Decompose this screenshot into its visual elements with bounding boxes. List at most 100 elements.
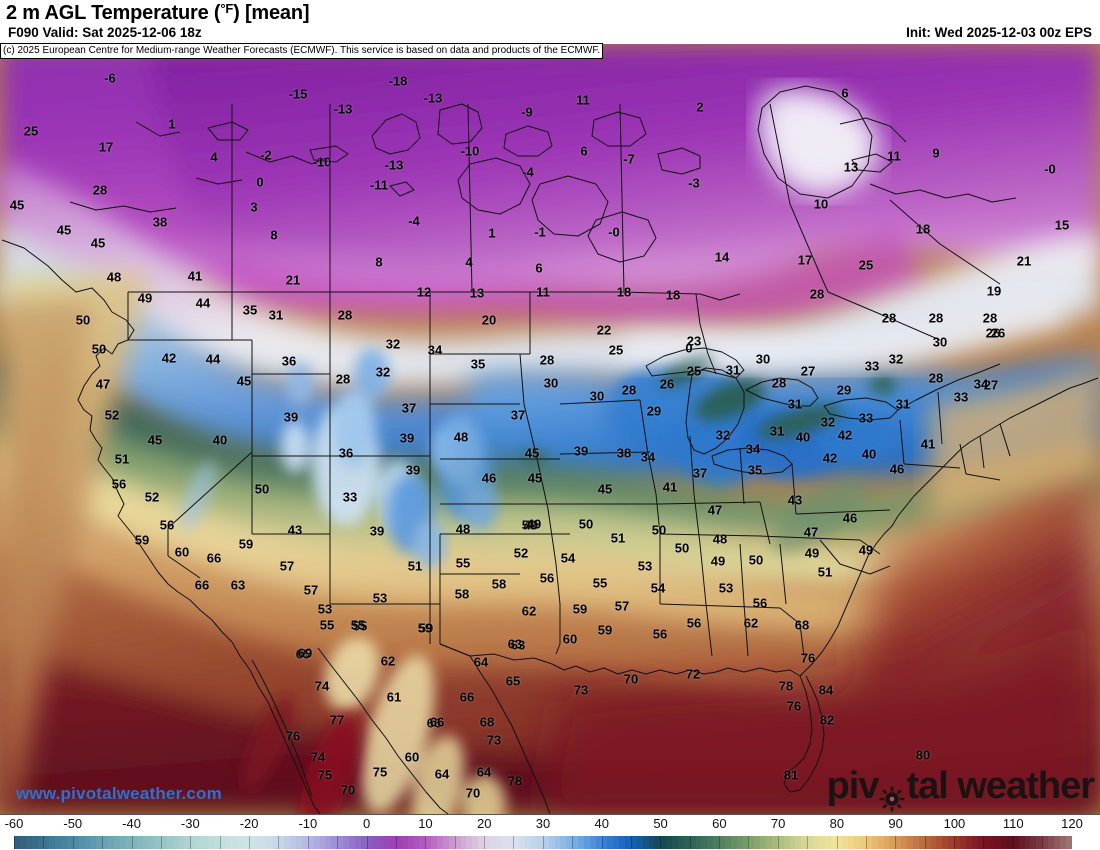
temperature-label: 18 — [616, 284, 632, 300]
colorbar-segment — [754, 836, 761, 849]
colorbar-segment — [783, 836, 790, 849]
colorbar-tick: 110 — [1002, 816, 1024, 831]
temperature-label: 53 — [718, 580, 734, 596]
colorbar-segment — [983, 836, 990, 849]
temperature-label: 11 — [536, 284, 550, 300]
colorbar-segment — [795, 836, 802, 849]
temperature-label: 32 — [385, 336, 401, 352]
colorbar-segment — [595, 836, 602, 849]
temperature-label: 60 — [404, 749, 420, 765]
temperature-label: 9 — [932, 145, 940, 161]
temperature-label: 59 — [572, 601, 588, 617]
colorbar-segment — [642, 836, 649, 849]
colorbar-tick: 0 — [363, 816, 371, 831]
temperature-label: 14 — [714, 249, 730, 265]
temperature-label: 66 — [206, 550, 222, 566]
temperature-label: 1 — [488, 225, 496, 241]
temperature-label: 41 — [187, 268, 203, 284]
temperature-label: 73 — [486, 732, 502, 748]
colorbar-segment — [431, 836, 437, 849]
colorbar-tick-labels: -60 -50 -40 -30 -20 -10 0 10 20 30 40 50 60 70 80 90 100… — [0, 815, 1100, 835]
temperature-label: 31 — [895, 396, 911, 412]
temperature-label: 44 — [195, 295, 211, 311]
temperature-label: 39 — [369, 523, 385, 539]
temperature-label: 50 — [91, 341, 107, 357]
temperature-label: 21 — [285, 272, 301, 288]
colorbar-segment — [766, 836, 772, 849]
temperature-label: 57 — [303, 582, 319, 598]
colorbar-segment — [489, 836, 496, 849]
temperature-label: 30 — [589, 388, 605, 404]
colorbar-segment — [219, 836, 226, 849]
colorbar-segment — [572, 836, 578, 849]
colorbar-segment — [137, 836, 144, 849]
temperature-label: 51 — [114, 451, 130, 467]
colorbar-segment — [818, 836, 825, 849]
colorbar-segment — [824, 836, 831, 849]
colorbar-segment — [301, 836, 308, 849]
temperature-label: 53 — [637, 558, 653, 574]
temperature-label: 37 — [692, 465, 708, 481]
colorbar-segment — [249, 836, 255, 849]
temperature-label: 54 — [560, 550, 576, 566]
colorbar-segment — [936, 836, 943, 849]
temperature-label: -11 — [369, 177, 389, 193]
temperature-label: 30 — [543, 375, 559, 391]
temperature-label: 41 — [662, 479, 678, 495]
colorbar-tick: -60 — [4, 816, 24, 831]
colorbar-segment — [343, 836, 349, 849]
temperature-raster-layer — [0, 44, 1100, 814]
colorbar-segment — [213, 836, 220, 849]
site-url-watermark[interactable]: www.pivotalweather.com — [16, 784, 222, 803]
colorbar-segment — [266, 836, 273, 849]
colorbar-segment — [689, 836, 696, 849]
temperature-label: 62 — [521, 603, 537, 619]
temperature-label: 49 — [858, 542, 874, 558]
gear-icon — [879, 779, 905, 811]
temperature-label: 11 — [576, 92, 590, 108]
temperature-label: 32 — [715, 427, 731, 443]
temperature-label: 45 — [524, 445, 540, 461]
temperature-label: 56 — [159, 517, 175, 533]
temperature-label: 28 — [539, 352, 555, 368]
temperature-label: 48 — [453, 429, 469, 445]
colorbar-segment — [589, 836, 596, 849]
page-title-main: 2 m AGL Temperature ( — [6, 2, 221, 24]
colorbar-tick: -20 — [239, 816, 259, 831]
colorbar-segment — [801, 836, 808, 849]
colorbar-tick: 20 — [476, 816, 492, 831]
colorbar-segment — [842, 836, 849, 849]
colorbar-segment — [272, 836, 279, 849]
temperature-label: -18 — [388, 73, 408, 89]
colorbar-segment — [278, 836, 285, 849]
colorbar-segment — [625, 836, 631, 849]
temperature-label: 25 — [858, 257, 874, 273]
temperature-labels-layer: -6 25 17 4 -2 0 3 8 28 45 45 45 48 49 50 50 47 52 45 51 56 52… — [0, 44, 1100, 814]
colorbar-segment — [619, 836, 625, 849]
temperature-label: 47 — [95, 376, 111, 392]
pivotal-weather-watermark: piv — [827, 765, 1095, 811]
temperature-label: 49 — [523, 517, 539, 533]
temperature-label: 28 — [621, 382, 637, 398]
colorbar-segment — [108, 836, 114, 849]
temperature-label: -4 — [408, 213, 420, 229]
init-time-label: Init: Wed 2025-12-03 00z EPS — [906, 25, 1092, 40]
temperature-label: 66 — [194, 577, 210, 593]
colorbar-segment — [254, 836, 261, 849]
colorbar-segment — [360, 836, 367, 849]
colorbar-segment — [437, 836, 443, 849]
colorbar-tick: 120 — [1061, 816, 1083, 831]
colorbar[interactable]: -60 -50 -40 -30 -20 -10 0 10 20 30 40 50 60 70 80 90 100… — [0, 815, 1100, 850]
temperature-label: 59 — [238, 536, 254, 552]
colorbar-tick: 10 — [418, 816, 433, 831]
temperature-label: 59 — [417, 620, 433, 636]
colorbar-segment — [777, 836, 784, 849]
map-canvas[interactable]: -6 25 17 4 -2 0 3 8 28 45 45 45 48 49 50 50 47 52 45 51 56 52… — [0, 44, 1100, 815]
temperature-label: 56 — [686, 615, 702, 631]
colorbar-segment — [924, 836, 931, 849]
temperature-label: 49 — [804, 545, 820, 561]
temperature-label: 50 — [674, 540, 690, 556]
temperature-label: -10 — [460, 143, 480, 159]
colorbar-segment — [331, 836, 338, 849]
